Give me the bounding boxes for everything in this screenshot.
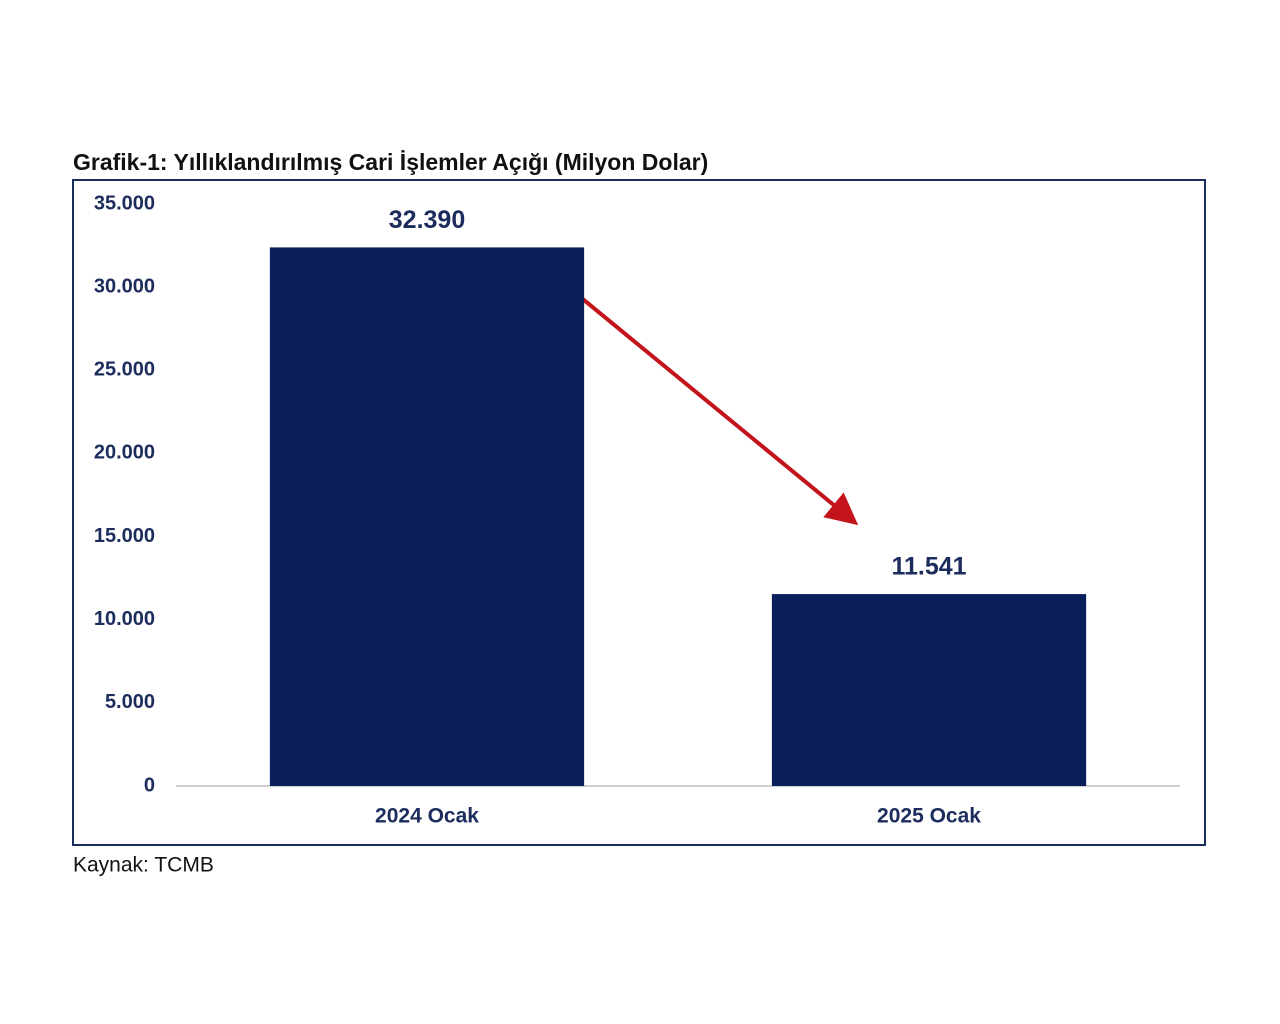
bar [771, 594, 1087, 786]
y-tick-label: 20.000 [94, 442, 155, 464]
chart-title: Grafik-1: Yıllıklandırılmış Cari İşlemle… [73, 149, 708, 175]
source-note: Kaynak: TCMB [73, 854, 214, 877]
bar [269, 247, 585, 786]
y-tick-label: 10.000 [94, 608, 155, 630]
value-label: 11.541 [891, 553, 966, 581]
y-tick-label: 15.000 [94, 525, 155, 547]
x-tick-label: 2024 Ocak [375, 805, 479, 828]
y-tick-label: 25.000 [94, 359, 155, 381]
value-label: 32.390 [389, 206, 465, 234]
y-tick-label: 5.000 [105, 691, 155, 713]
chart-frame [72, 179, 1206, 846]
y-tick-label: 0 [144, 774, 155, 796]
y-tick-label: 30.000 [94, 275, 155, 297]
y-tick-label: 35.000 [94, 192, 155, 214]
x-tick-label: 2025 Ocak [877, 805, 981, 828]
